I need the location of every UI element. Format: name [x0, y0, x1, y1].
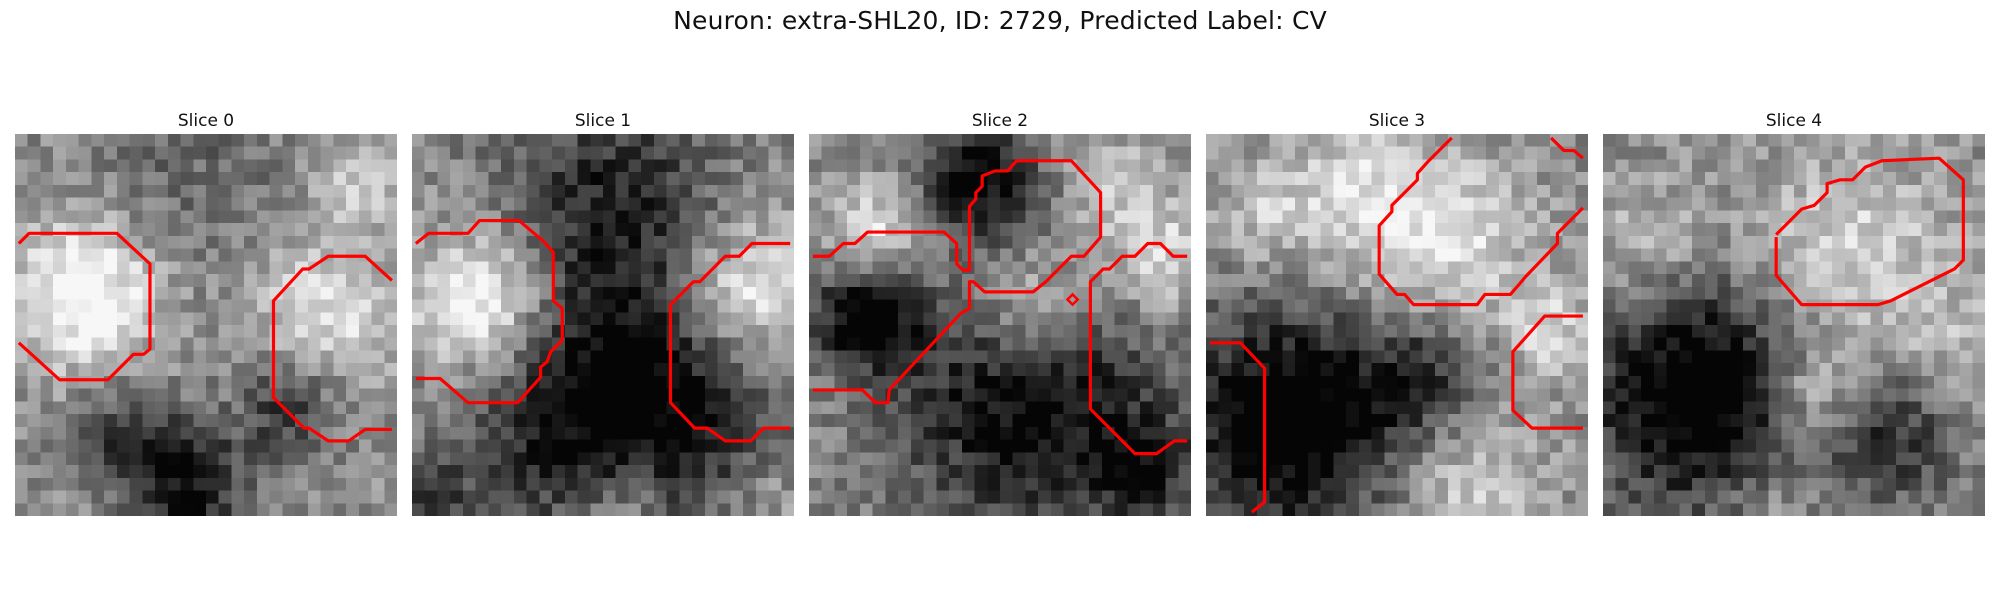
slice-panel-3: Slice 3 [1206, 108, 1588, 516]
contour-2b [1088, 241, 1188, 456]
slice-image-4 [1603, 134, 1985, 516]
slice-panel-1: Slice 1 [412, 108, 794, 516]
slice-title-2: Slice 2 [971, 111, 1029, 131]
contour-3c [1209, 341, 1267, 514]
slice-panel-2: Slice 2 [809, 108, 1191, 516]
slice-panel-4: Slice 4 [1603, 108, 1985, 516]
contour-1b [668, 241, 791, 443]
contour-0b [271, 254, 393, 443]
slice-title-4: Slice 4 [1765, 111, 1823, 131]
slice-title-3: Slice 3 [1368, 111, 1426, 131]
figure-title: Neuron: extra-SHL20, ID: 2729, Predicted… [673, 6, 1327, 35]
contour-0a [17, 231, 152, 382]
contour-2c [1065, 292, 1080, 307]
slice-image-2 [809, 134, 1191, 516]
contour-3a [1377, 136, 1585, 307]
contour-3d [1511, 314, 1583, 430]
slice-title-1: Slice 1 [574, 111, 632, 131]
slice-image-3 [1206, 134, 1588, 516]
contour-4a [1774, 156, 1965, 307]
contour-2a [812, 159, 1103, 405]
slice-title-0: Slice 0 [177, 111, 235, 131]
slice-panel-0: Slice 0 [15, 108, 397, 516]
slice-image-0 [15, 134, 397, 516]
slice-image-1 [412, 134, 794, 516]
contour-3b [1549, 136, 1584, 160]
contour-1a [414, 218, 564, 405]
